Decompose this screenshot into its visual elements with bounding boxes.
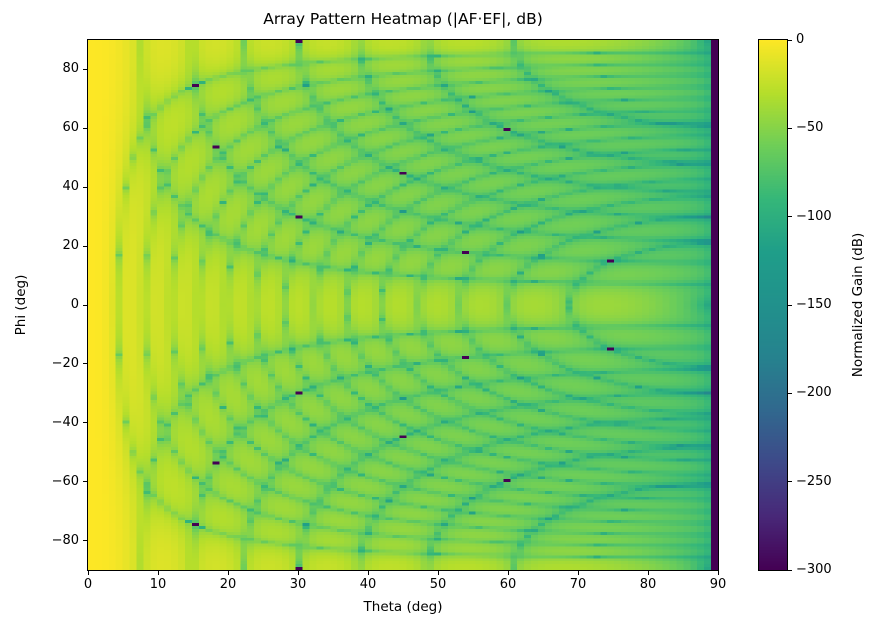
x-tick-mark [297,571,299,575]
y-tick-label: −40 [51,414,79,430]
colorbar-tick-mark [788,392,792,394]
colorbar-tick-mark [788,39,792,41]
x-tick-label: 10 [149,577,167,592]
x-tick-label: 40 [359,577,377,592]
x-tick-mark [157,571,159,575]
y-tick-label: 20 [62,238,79,254]
y-tick-mark [83,186,87,188]
x-tick-label: 60 [499,577,517,592]
colorbar-tick-label: −150 [796,297,832,312]
colorbar-tick-label: −200 [796,385,832,401]
colorbar-tick-mark [788,481,792,483]
colorbar-tick-mark [788,216,792,218]
colorbar-tick-label: −300 [796,562,832,577]
colorbar-tick-mark [788,569,792,571]
colorbar-tick-label: −100 [796,208,832,224]
y-tick-mark [83,540,87,542]
y-tick-label: −20 [51,355,79,371]
x-tick-label: 50 [429,577,447,592]
x-tick-mark [367,571,369,575]
x-tick-label: 0 [83,577,93,592]
x-tick-mark [437,571,439,575]
x-axis-label: Theta (deg) [363,599,443,615]
y-axis-label: Phi (deg) [13,274,29,336]
colorbar-tick-mark [788,304,792,306]
heatmap-canvas [88,40,718,570]
y-tick-label: 60 [62,120,79,136]
y-tick-mark [83,245,87,247]
y-tick-label: 0 [70,297,79,312]
colorbar-label: Normalized Gain (dB) [850,232,866,378]
colorbar-tick-mark [788,127,792,129]
x-tick-mark [227,571,229,575]
y-tick-mark [83,304,87,306]
x-tick-mark [577,571,579,575]
x-tick-label: 90 [709,577,727,592]
y-tick-label: −80 [51,532,79,548]
y-tick-label: 40 [62,179,79,195]
y-tick-mark [83,68,87,70]
x-tick-label: 20 [219,577,237,592]
colorbar-tick-label: −250 [796,473,832,489]
x-tick-label: 30 [289,577,307,592]
y-tick-label: 80 [62,61,79,77]
x-tick-label: 80 [639,577,657,592]
x-tick-mark [647,571,649,575]
y-tick-mark [83,363,87,365]
y-tick-mark [83,127,87,129]
x-tick-mark [717,571,719,575]
y-tick-label: −60 [51,473,79,489]
colorbar-tick-label: 0 [796,32,805,47]
y-tick-mark [83,481,87,483]
colorbar-tick-label: −50 [796,120,824,136]
colorbar-canvas [759,40,787,570]
y-tick-mark [83,422,87,424]
x-tick-mark [87,571,89,575]
x-tick-mark [507,571,509,575]
x-tick-label: 70 [569,577,587,592]
chart-title: Array Pattern Heatmap (|AF·EF|, dB) [263,10,543,28]
